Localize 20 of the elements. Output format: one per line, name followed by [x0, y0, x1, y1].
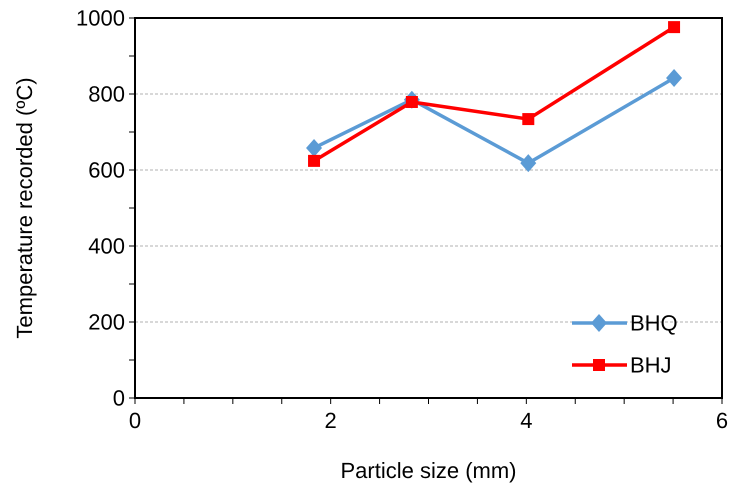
- y-tick-label: 600: [88, 158, 125, 183]
- x-tick-label: 2: [324, 408, 337, 433]
- y-tick-label: 0: [112, 386, 125, 411]
- x-tick-label: 4: [520, 408, 532, 433]
- point: [520, 154, 536, 172]
- y-tick-label: 800: [88, 82, 125, 107]
- legend-label: BHQ: [630, 310, 678, 336]
- y-axis-title: Temperature recorded (ºC): [12, 77, 37, 339]
- point: [308, 154, 320, 167]
- x-tick-label: 0: [128, 408, 142, 433]
- point: [666, 69, 682, 88]
- x-axis-title: Particle size (mm): [340, 458, 517, 483]
- point: [522, 113, 534, 126]
- point: [306, 138, 322, 157]
- legend-label: BHJ: [630, 352, 672, 378]
- y-tick-label: 1000: [76, 6, 125, 31]
- y-tick-label: 200: [88, 310, 125, 335]
- y-tick-label: 400: [88, 234, 125, 259]
- point: [668, 21, 680, 34]
- x-tick-label: 6: [716, 408, 728, 433]
